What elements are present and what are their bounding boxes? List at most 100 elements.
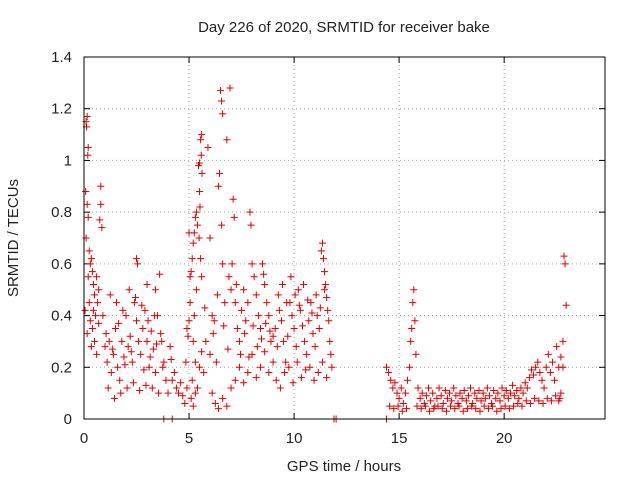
data-point (189, 239, 197, 247)
data-point (213, 291, 221, 299)
data-point (220, 322, 228, 330)
data-point (535, 397, 543, 405)
data-point (447, 402, 455, 410)
data-point (414, 384, 422, 392)
y-tick-label: 1 (64, 152, 72, 169)
data-point (459, 407, 467, 415)
data-point (518, 402, 526, 410)
data-point (462, 397, 470, 405)
data-point (206, 350, 214, 358)
data-point (513, 387, 521, 395)
data-point (250, 273, 258, 281)
data-point (399, 399, 407, 407)
data-point (265, 312, 273, 320)
data-point (99, 312, 107, 320)
data-point (166, 343, 174, 351)
data-point (170, 368, 178, 376)
data-point (542, 363, 550, 371)
data-point (229, 195, 237, 203)
data-point (87, 343, 95, 351)
data-point (539, 399, 547, 407)
data-point (152, 340, 160, 348)
grid (84, 57, 605, 419)
data-point (238, 306, 246, 314)
data-point (273, 343, 281, 351)
x-tick-label: 5 (185, 430, 193, 447)
data-point (492, 394, 500, 402)
data-point (313, 312, 321, 320)
data-point (484, 405, 492, 413)
data-point (197, 136, 205, 144)
data-point (425, 384, 433, 392)
y-tick-label: 1.2 (51, 101, 72, 118)
data-point (184, 332, 192, 340)
data-point (212, 358, 220, 366)
data-point (145, 363, 153, 371)
data-point (137, 350, 145, 358)
data-point (427, 397, 435, 405)
data-point (86, 260, 94, 268)
data-point (258, 335, 266, 343)
data-point (157, 330, 165, 338)
data-point (233, 325, 241, 332)
data-point (526, 399, 534, 407)
data-point (416, 394, 424, 402)
data-point (468, 402, 476, 410)
data-point (323, 293, 331, 301)
data-point (325, 317, 333, 325)
data-point (214, 182, 222, 190)
y-tick-label: 0.8 (51, 204, 72, 221)
data-point (515, 394, 523, 402)
data-point (450, 384, 458, 392)
data-point (509, 381, 517, 389)
data-point (223, 402, 231, 410)
data-point (208, 312, 216, 320)
data-point (498, 384, 506, 392)
data-point (318, 239, 326, 247)
data-point (88, 268, 96, 276)
data-point (107, 368, 115, 376)
data-point (560, 252, 568, 260)
data-point (395, 394, 403, 402)
data-point (490, 387, 498, 395)
data-point (501, 402, 509, 410)
data-point (285, 363, 293, 371)
data-point (149, 345, 157, 353)
data-point (435, 384, 443, 392)
data-point (321, 268, 329, 276)
data-point (192, 286, 200, 294)
data-point (93, 350, 101, 358)
data-point (390, 405, 398, 413)
data-point (198, 348, 206, 356)
x-tick-label: 10 (286, 430, 303, 447)
data-point (288, 312, 296, 320)
data-point (155, 389, 163, 397)
data-point (87, 255, 95, 263)
data-point (460, 387, 468, 395)
data-point (89, 281, 97, 289)
data-point (93, 273, 101, 281)
data-point (517, 384, 525, 392)
data-point (324, 306, 332, 314)
data-point (91, 291, 99, 299)
data-point (527, 366, 535, 374)
data-point (167, 356, 175, 364)
data-point (300, 281, 308, 289)
data-point (196, 363, 204, 371)
data-point (252, 374, 260, 382)
data-point (291, 291, 299, 299)
data-point (103, 358, 111, 366)
data-point (480, 402, 488, 410)
data-point (83, 112, 91, 120)
data-point (429, 389, 437, 397)
data-point (224, 345, 232, 353)
data-point (144, 317, 152, 325)
data-point (106, 291, 114, 299)
data-point (397, 384, 405, 392)
data-point (209, 330, 217, 338)
data-point (547, 397, 555, 405)
data-point (318, 358, 326, 366)
data-point (442, 407, 450, 415)
data-point (190, 229, 198, 237)
data-point (500, 392, 508, 400)
